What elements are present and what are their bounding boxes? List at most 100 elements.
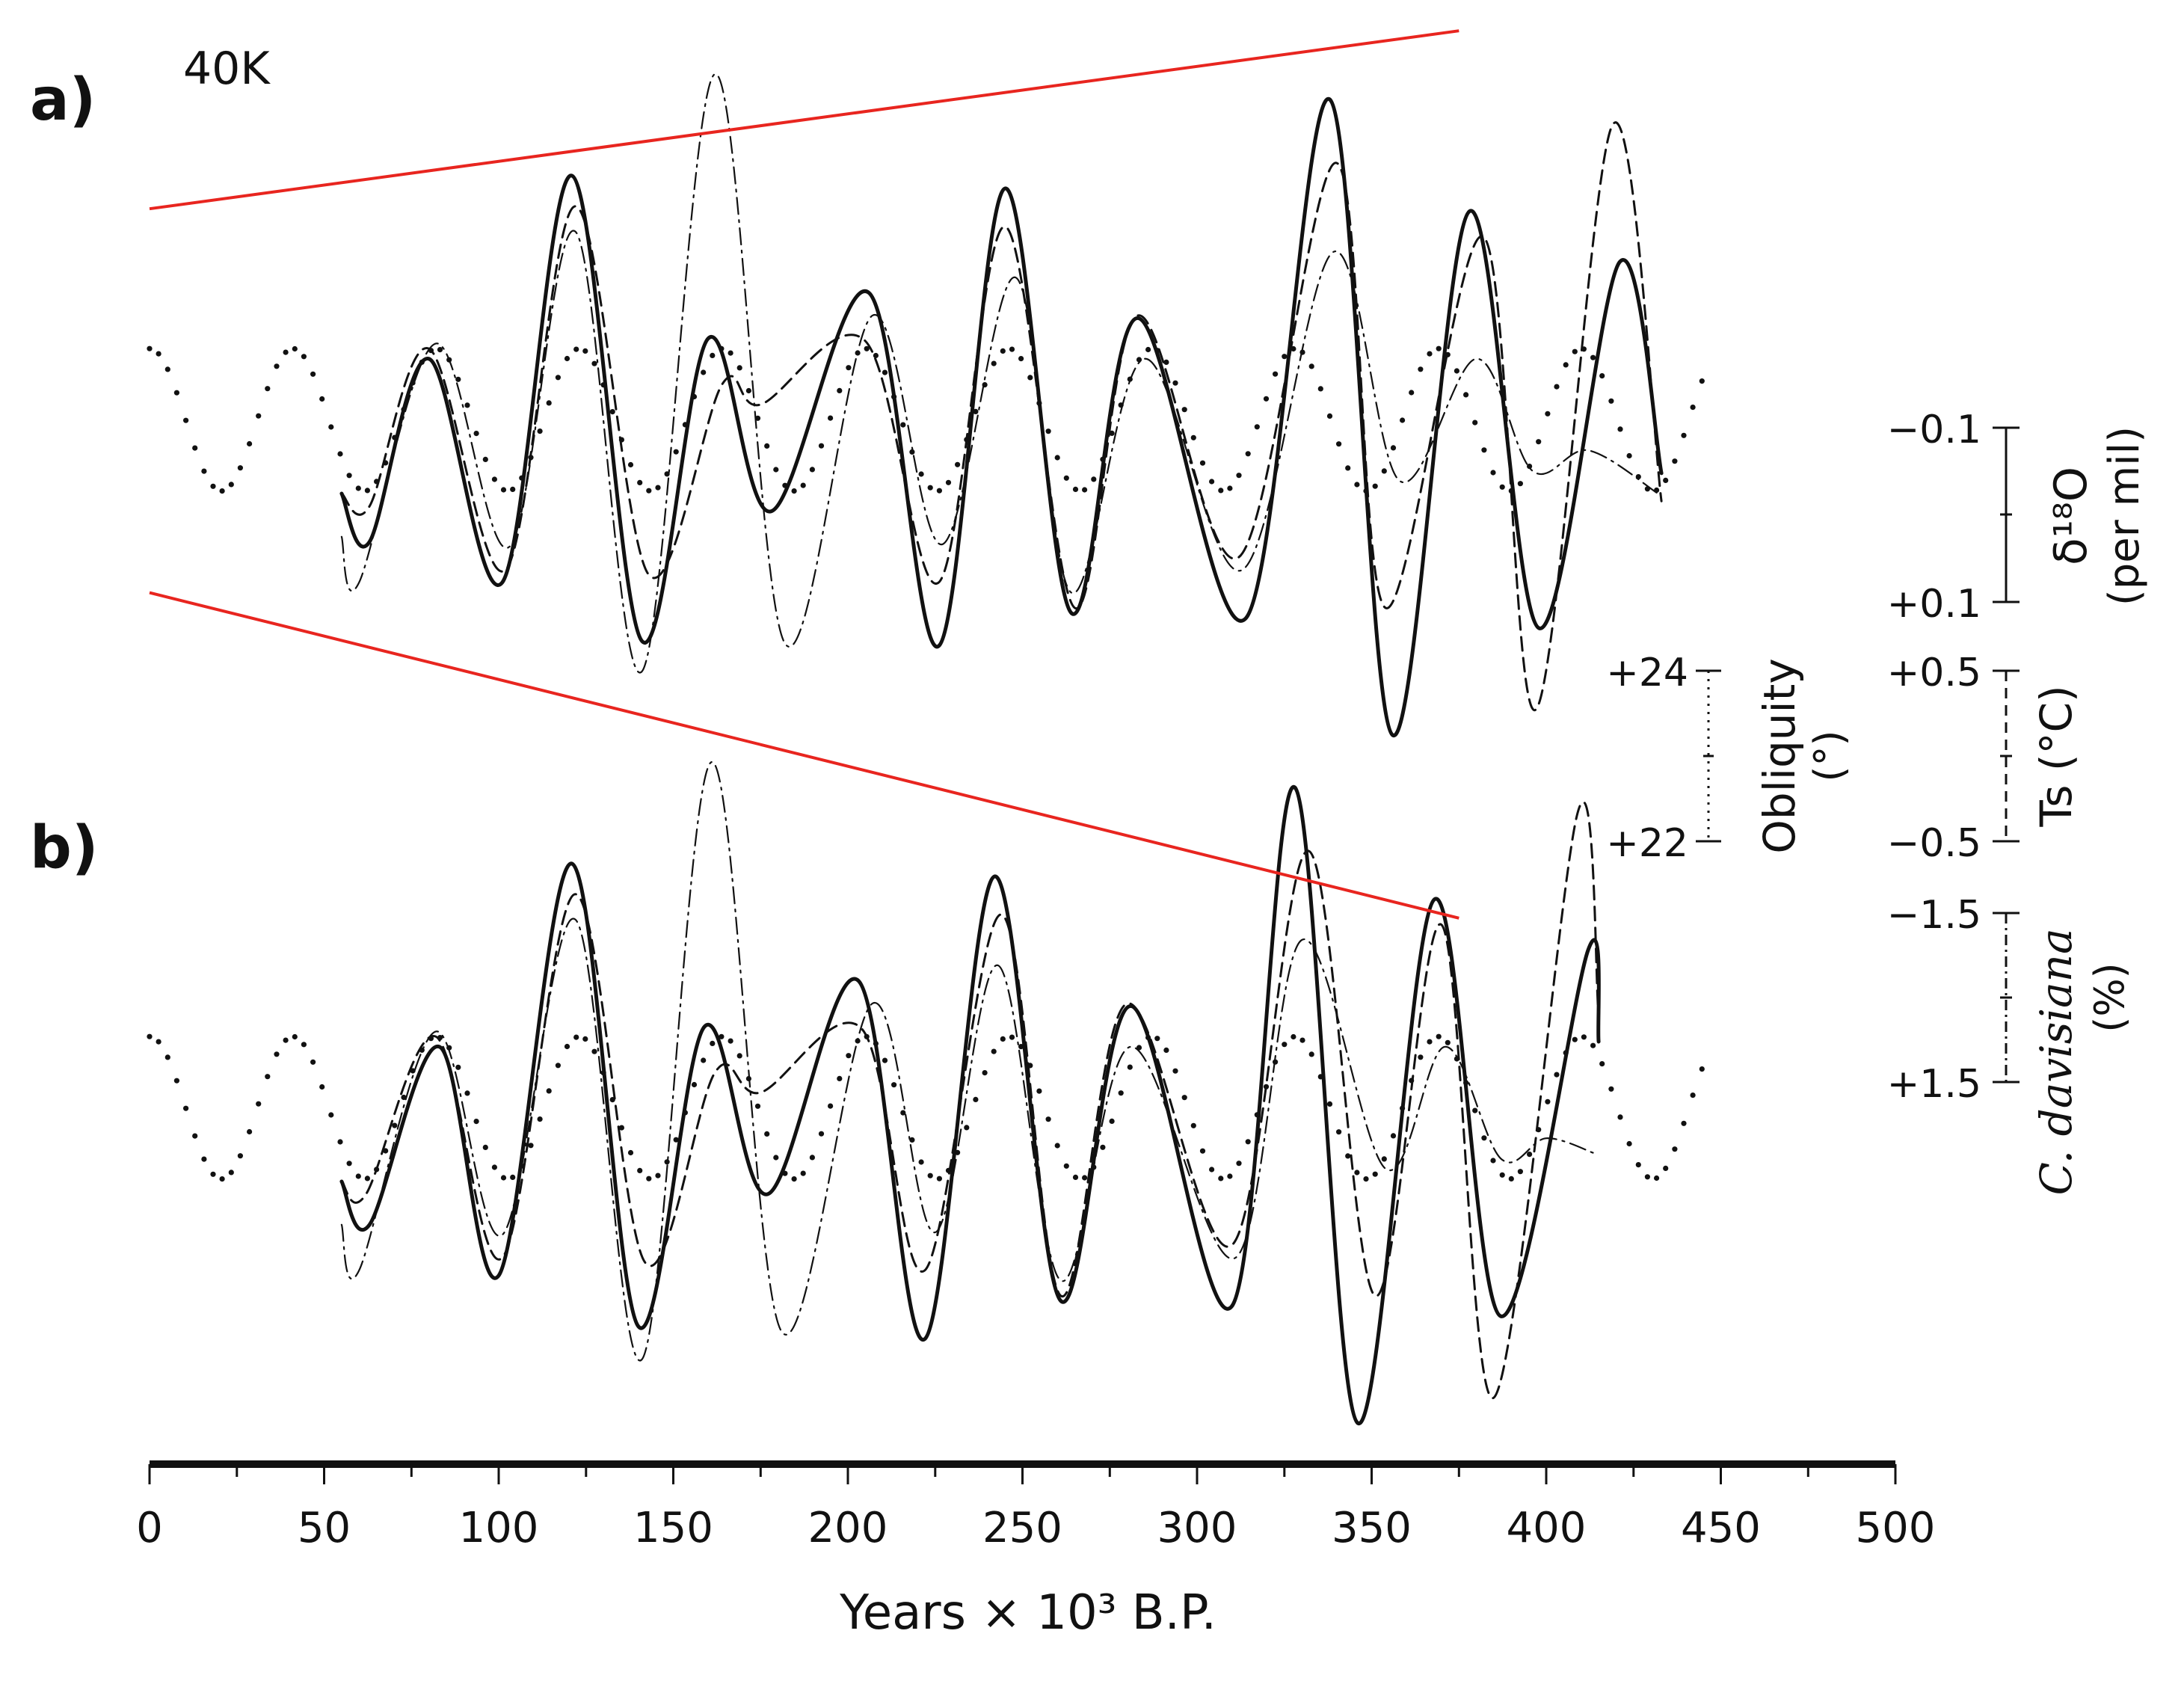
obliquity-point: [519, 1163, 525, 1169]
obliquity-point: [1145, 346, 1151, 353]
obliquity-point: [710, 352, 716, 358]
obliquity-point: [1409, 1078, 1415, 1084]
obliquity-point: [464, 1090, 470, 1096]
x-tick-label: 400: [1507, 1504, 1587, 1552]
obliquity-point: [510, 1174, 516, 1180]
obliquity-point: [909, 449, 915, 455]
obliquity-point: [210, 1171, 216, 1177]
obliquity-point: [1009, 346, 1015, 352]
obliquity-point: [1490, 470, 1496, 476]
obliquity-point: [1508, 488, 1514, 494]
d18o-scale: −0.1 +0.1 δ¹⁸O (per mil): [1887, 408, 2149, 627]
obliquity-point: [1699, 378, 1705, 384]
obliquity-point: [437, 347, 443, 353]
obliquity-axis-unit: (°): [1806, 730, 1853, 781]
obliquity-point: [855, 1038, 861, 1044]
obliquity-point: [374, 479, 380, 485]
x-tick-label: 100: [459, 1504, 539, 1552]
obliquity-point: [955, 1149, 961, 1155]
obliquity-point: [936, 488, 942, 494]
obliquity-point: [392, 434, 398, 440]
dashed-series-line: [340, 801, 1600, 1399]
obliquity-point: [1635, 474, 1641, 480]
obliquity-point: [591, 360, 597, 366]
obliquity-point: [1599, 1061, 1605, 1067]
obliquity-point: [955, 461, 961, 467]
obliquity-point: [1172, 380, 1178, 386]
panel-a-label: a): [30, 67, 96, 134]
obliquity-point: [1163, 359, 1169, 365]
obliquity-point: [1644, 1174, 1650, 1180]
obliquity-point: [392, 1122, 398, 1128]
obliquity-point: [519, 475, 525, 481]
obliquity-point: [1308, 363, 1314, 369]
obliquity-point: [1063, 475, 1069, 481]
obliquity-point: [900, 1110, 906, 1116]
obliquity-point: [1699, 1066, 1705, 1072]
obliquity-point: [719, 345, 725, 351]
obliquity-point: [274, 1051, 280, 1057]
d18o-axis-title: δ¹⁸O: [2045, 467, 2097, 565]
obliquity-point: [891, 394, 897, 400]
obliquity-point: [1354, 1170, 1360, 1176]
x-tick-label: 200: [808, 1504, 888, 1552]
obliquity-point: [691, 1081, 698, 1088]
obliquity-point: [1018, 1044, 1024, 1050]
obliquity-point: [964, 1125, 970, 1131]
obliquity-point: [1136, 1045, 1142, 1051]
obliquity-point: [754, 415, 761, 421]
obliquity-point: [973, 1096, 979, 1102]
obliquity-point: [1199, 1148, 1206, 1154]
obliquity-point: [745, 387, 752, 394]
obliquity-point: [473, 431, 479, 437]
obliquity-point: [464, 402, 470, 408]
obliquity-point: [1127, 376, 1133, 382]
obliquity-point: [500, 1175, 507, 1181]
obliquity-point: [864, 1033, 870, 1039]
obliquity-point: [1345, 465, 1351, 471]
obliquity-point: [528, 455, 534, 461]
obliquity-point: [1372, 483, 1378, 489]
obliquity-point: [1427, 1039, 1433, 1045]
obliquity-point: [564, 355, 570, 362]
obliquity-point: [600, 382, 606, 388]
obliquity-point: [1672, 1146, 1678, 1152]
obliquity-point: [582, 1036, 588, 1042]
obliquity-point: [1218, 1176, 1224, 1181]
obliquity-point: [355, 485, 361, 491]
obliquity-point: [1590, 354, 1596, 360]
obliquity-point: [728, 350, 733, 356]
obliquity-point: [156, 1039, 162, 1045]
obliquity-point: [1299, 1037, 1305, 1043]
obliquity-point: [1209, 1167, 1215, 1173]
obliquity-point: [864, 345, 870, 351]
obliquity-point: [1554, 1072, 1560, 1078]
obliquity-point: [1545, 411, 1551, 417]
obliquity-point: [1317, 386, 1323, 392]
obliquity-point: [319, 1084, 325, 1090]
d18o-bottom-label: +0.1: [1887, 582, 1981, 627]
obliquity-point: [873, 352, 879, 359]
obliquity-point: [228, 1170, 234, 1176]
obliquity-point: [147, 1033, 153, 1039]
obliquity-point: [618, 437, 625, 443]
obliquity-point: [156, 351, 162, 357]
obliquity-point: [782, 482, 788, 488]
obliquity-point: [1263, 1084, 1270, 1090]
obliquity-point: [428, 1036, 434, 1042]
obliquity-point: [655, 1173, 661, 1179]
d18o-axis-unit: (per mil): [2100, 426, 2149, 606]
obliquity-point: [1690, 405, 1696, 411]
obliquity-point: [1254, 1112, 1260, 1118]
x-tick-label: 250: [982, 1504, 1062, 1552]
obliquity-point: [1527, 464, 1533, 470]
obliquity-point: [355, 1173, 361, 1179]
obliquity-point: [1390, 445, 1397, 451]
obliquity-point: [192, 1133, 198, 1139]
obliquity-point: [1481, 447, 1487, 453]
obliquity-point: [1581, 1034, 1587, 1040]
obliquity-point: [164, 1054, 170, 1060]
ts-top-label: +0.5: [1887, 651, 1981, 695]
obliquity-point: [310, 1059, 316, 1065]
